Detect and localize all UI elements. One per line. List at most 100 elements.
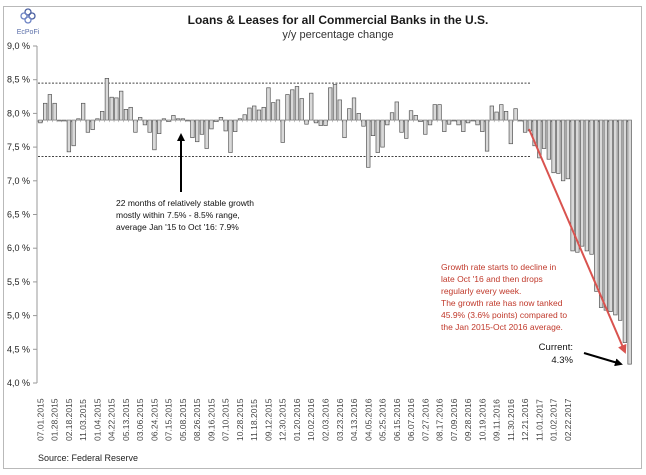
bar: [100, 111, 105, 121]
bar: [299, 98, 304, 121]
decline-trend-arrow: [528, 128, 627, 354]
y-tick-label: 4,5 %: [7, 344, 30, 354]
bar: [152, 119, 157, 151]
bar: [408, 110, 414, 121]
x-tick-label: 12.21.2016: [520, 398, 530, 441]
bar: [613, 119, 618, 316]
current-note: Current: 4.3%: [539, 342, 574, 366]
bar: [123, 109, 129, 121]
x-tick-label: 01.28.2015: [50, 398, 60, 441]
y-tick-label: 6,5 %: [7, 210, 30, 220]
bar: [579, 119, 585, 247]
bar: [228, 119, 233, 153]
x-tick-label: 11.30.2016: [506, 399, 516, 441]
current-label: Current:: [539, 342, 573, 353]
y-tick-label: 4,0 %: [7, 378, 30, 388]
bar: [494, 111, 499, 121]
x-tick-label: 04.13.2016: [349, 398, 359, 441]
bar: [43, 102, 48, 121]
bar: [285, 94, 290, 121]
x-tick-label: 09.12.2015: [263, 398, 273, 441]
bar: [560, 119, 566, 182]
x-tick-label: 06.15.2016: [392, 398, 402, 441]
bars: [37, 78, 632, 365]
bar: [280, 119, 285, 143]
bar: [318, 119, 323, 126]
bar: [366, 119, 371, 168]
bar: [66, 119, 72, 153]
x-tick-label: 04.05.2016: [363, 398, 373, 441]
y-tick-label: 5,0 %: [7, 311, 30, 321]
decline-note-line-5: 45.9% (3.6% points) compared to: [441, 310, 567, 320]
x-tick-label: 10.28.2015: [235, 398, 245, 441]
bar: [242, 114, 247, 121]
bar: [157, 119, 162, 134]
bar: [38, 119, 43, 124]
x-tick-label: 03.23.2016: [335, 398, 345, 441]
bar: [309, 92, 314, 121]
bar: [52, 102, 57, 121]
bar: [204, 119, 209, 149]
bar: [261, 106, 266, 121]
y-tick-label: 7,5 %: [7, 142, 30, 152]
x-tick-label: 06.24.2015: [149, 398, 159, 441]
x-tick-label: 09.28.2016: [463, 398, 473, 441]
bar: [589, 119, 594, 255]
logo-text: EcPoFi: [17, 29, 40, 36]
bar: [480, 119, 485, 132]
x-tick-label: 11.03.2015: [78, 399, 88, 441]
x-tick-label: 07.15.2015: [164, 398, 174, 441]
bar: [351, 97, 357, 121]
x-tick-label: 01.20.2016: [292, 398, 302, 441]
bar: [142, 119, 148, 126]
bar: [342, 119, 347, 139]
bar: [404, 119, 409, 139]
bar: [461, 119, 466, 132]
chart-subtitle: y/y percentage change: [282, 29, 393, 41]
bar: [584, 119, 589, 252]
bar: [394, 101, 399, 121]
bar: [522, 119, 528, 133]
bar: [256, 109, 262, 121]
bar: [598, 119, 604, 308]
decline-note-line-1: Growth rate starts to decline in: [441, 262, 557, 272]
bar: [199, 119, 205, 135]
decline-note-line-2: late Oct '16 and then drops: [441, 274, 543, 284]
y-ticks: 9,0 % 8,5 % 8,0 % 7,5 % 7,0 % 6,5 % 6,0 % 5,5 %…: [7, 41, 37, 388]
reference-lines: [38, 82, 531, 158]
x-tick-label: 10.02.2016: [306, 398, 316, 441]
ecpofi-logo-icon: [20, 8, 36, 24]
x-tick-label: 05.13.2015: [121, 398, 131, 441]
bar: [252, 105, 257, 121]
bar: [47, 94, 53, 121]
bar: [337, 99, 342, 121]
bar: [361, 119, 366, 127]
x-tick-label: 09.11.2016: [492, 399, 502, 441]
bar: [575, 119, 580, 253]
bar: [489, 105, 494, 121]
decline-note: Growth rate starts to decline in late Oc…: [441, 262, 567, 332]
x-tick-label: 07.10.2015: [221, 398, 231, 441]
x-tick-label: 02.22.2017: [563, 398, 573, 441]
bar: [104, 78, 110, 121]
bar: [499, 104, 504, 121]
bar: [503, 111, 509, 121]
x-tick-label: 07.27.2016: [420, 398, 430, 441]
bar: [413, 115, 418, 121]
bar: [171, 115, 176, 121]
bar: [109, 96, 114, 121]
x-tick-label: 02.18.2015: [64, 398, 74, 441]
y-tick-label: 5,5 %: [7, 277, 30, 287]
bar: [275, 99, 281, 121]
bar: [617, 119, 623, 321]
y-tick-label: 6,0 %: [7, 243, 30, 253]
bar: [328, 87, 333, 121]
bar: [432, 104, 437, 121]
bar: [627, 119, 632, 365]
bar: [427, 119, 433, 126]
x-ticks: 07.01.2015 01.28.2015 02.18.2015 11.03.2015…: [35, 398, 572, 441]
bar: [380, 119, 385, 148]
x-tick-label: 11.01.2017: [534, 399, 544, 441]
bar: [294, 86, 300, 121]
